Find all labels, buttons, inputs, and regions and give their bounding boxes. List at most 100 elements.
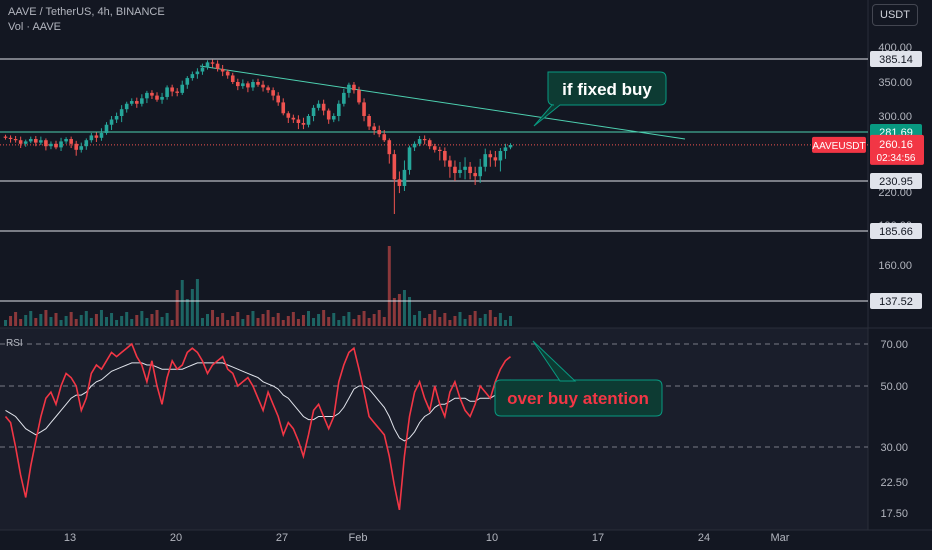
volume-bar [478, 318, 482, 326]
time-tick-label: 20 [170, 532, 182, 544]
currency-button[interactable]: USDT [872, 4, 918, 26]
volume-bar [418, 311, 422, 326]
candle-body [483, 154, 488, 167]
volume-bar [216, 317, 220, 326]
rsi-label: RSI [6, 338, 23, 349]
volume-bar [135, 315, 139, 326]
volume-bar [337, 320, 341, 326]
volume-bar [221, 313, 225, 326]
candle-body [458, 169, 462, 174]
candle-body [261, 84, 265, 88]
candle-body [150, 92, 154, 96]
candle-body [256, 82, 260, 85]
candle-body [3, 136, 8, 138]
volume-bar [29, 311, 33, 326]
candle-body [195, 71, 200, 75]
candle-body [326, 110, 331, 120]
candle-body [508, 145, 513, 148]
time-tick-label: 24 [698, 532, 710, 544]
candle-body [387, 140, 392, 155]
volume-bar [160, 317, 164, 326]
candle-body [190, 74, 195, 79]
volume-bar [120, 316, 124, 326]
candle-body [276, 95, 280, 103]
volume-bar [402, 290, 406, 326]
candle-body [220, 68, 225, 72]
candle-body [69, 139, 73, 144]
candle-body [185, 78, 190, 85]
time-tick-label: 17 [592, 532, 604, 544]
level-tag [870, 173, 922, 189]
volume-bar [493, 317, 497, 326]
candle-body [453, 166, 457, 174]
time-tick-label: 27 [276, 532, 288, 544]
level-tag [870, 51, 922, 67]
candle-body [99, 133, 104, 138]
candle-body [392, 154, 397, 180]
candle-body [205, 62, 210, 68]
candle-body [473, 173, 477, 177]
volume-bar [266, 310, 270, 326]
candle-body [266, 87, 270, 91]
candle-body [140, 98, 144, 104]
rsi-pane [0, 328, 868, 530]
time-tick-label: 10 [486, 532, 498, 544]
annotation-bubble-2 [494, 379, 663, 417]
volume-bar [94, 314, 98, 326]
candle-body [230, 75, 235, 82]
volume-bar [39, 314, 43, 326]
candle-body [175, 91, 179, 93]
candle-body [296, 119, 301, 123]
volume-bar [473, 311, 477, 326]
candle-body [357, 90, 361, 103]
time-tick-label: 13 [64, 532, 76, 544]
volume-bar [498, 313, 502, 326]
candle-body [89, 135, 94, 141]
volume-bar [54, 313, 58, 326]
volume-bar [9, 316, 13, 326]
volume-bar [327, 317, 331, 326]
candle-body [306, 116, 311, 125]
candle-body [200, 67, 205, 72]
candle-body [362, 102, 366, 116]
candle-body [59, 141, 63, 148]
volume-bar [226, 320, 230, 326]
volume-bar [301, 315, 305, 326]
level-tag-label: 137.52 [879, 296, 913, 308]
candle-body [488, 154, 493, 158]
candle-body [180, 84, 185, 93]
candle-body [251, 82, 255, 88]
annotation-bubble-1 [533, 71, 667, 127]
volume-bar [206, 314, 209, 326]
candle-body [155, 95, 159, 100]
volume-bar [84, 311, 88, 326]
candle-body [135, 101, 139, 104]
candle-body [74, 143, 78, 150]
candle-body [382, 134, 387, 141]
annotation-pointer-2 [532, 340, 577, 382]
candle-body [215, 63, 220, 69]
candle-body [13, 139, 18, 141]
volume-bar [392, 298, 396, 326]
candle-body [402, 169, 407, 186]
volume-bar [352, 319, 356, 326]
level-tag-label: 385.14 [879, 54, 913, 66]
price-tag-label: 260.16 [879, 139, 913, 151]
volume-bar [443, 313, 447, 326]
candle-body [412, 143, 417, 148]
volume-bar [185, 299, 189, 326]
candle-body [49, 143, 53, 147]
level-tag [870, 223, 922, 239]
volume-bar [246, 315, 250, 326]
candle-body [271, 90, 275, 96]
price-tick-label: 300.00 [878, 111, 912, 123]
candle-body [39, 140, 43, 143]
volume-bar [99, 310, 103, 326]
volume-bar [64, 316, 68, 326]
volume-bar [190, 289, 194, 326]
volume-bar [307, 311, 310, 326]
volume-bar [296, 319, 300, 326]
volume-bar [115, 320, 119, 326]
volume-bar [19, 319, 23, 326]
